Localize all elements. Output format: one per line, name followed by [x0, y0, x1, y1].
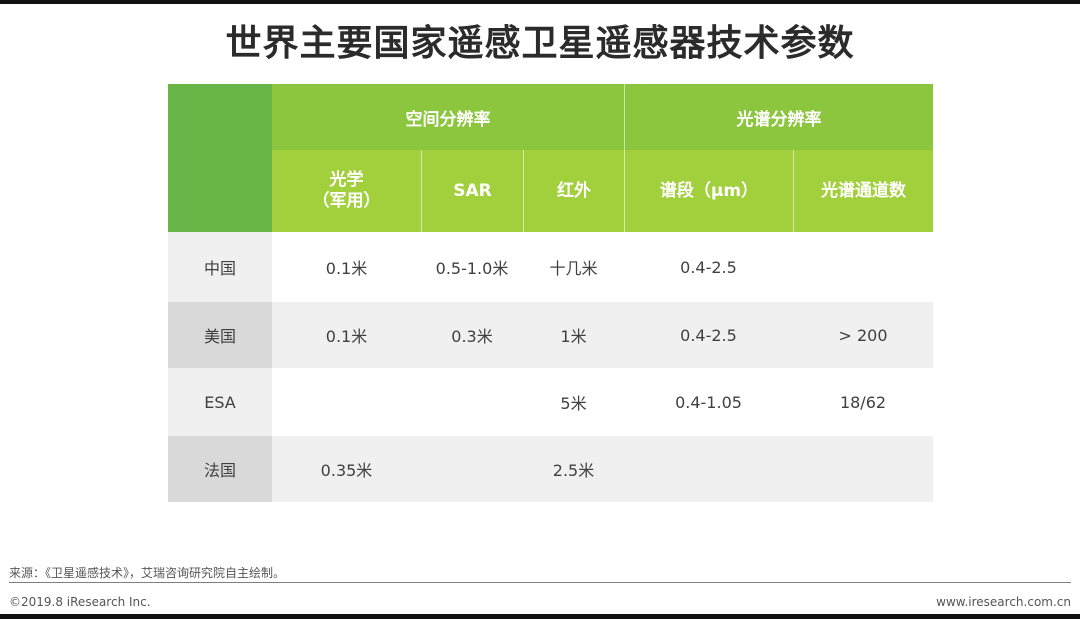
row-label-usa: 美国 — [168, 302, 272, 368]
col-header-band: 谱段（μm） — [624, 150, 793, 232]
cell-china-channels — [793, 232, 933, 302]
header-corner-cell — [168, 84, 272, 150]
cell-china-optical: 0.1米 — [325, 259, 368, 278]
table-row — [168, 302, 933, 368]
cell-usa-band: 0.4-2.5 — [680, 325, 737, 345]
row-label-esa: ESA — [168, 368, 272, 436]
row-label-china: 中国 — [168, 232, 272, 302]
cell-france-infrared: 2.5米 — [552, 461, 595, 480]
cell-france-band — [624, 436, 793, 502]
top-frame-bar — [0, 0, 1080, 4]
col-header-optical: 光学 （军用） — [272, 150, 421, 232]
cell-china-infrared: 十几米 — [549, 259, 598, 278]
cell-esa-band: 0.4-1.05 — [675, 392, 742, 412]
cell-usa-channels: > 200 — [838, 325, 888, 345]
cell-usa-sar: 0.3米 — [451, 327, 493, 346]
cell-france-channels — [793, 436, 933, 502]
col-header-sar: SAR — [421, 150, 523, 232]
row-label-france: 法国 — [168, 436, 272, 502]
bottom-frame-bar — [0, 614, 1080, 619]
cell-esa-sar — [421, 368, 523, 436]
copyright-text: ©2019.8 iResearch Inc. — [9, 595, 151, 609]
col-header-channels: 光谱通道数 — [793, 150, 933, 232]
cell-china-band: 0.4-2.5 — [680, 257, 737, 277]
cell-esa-channels: 18/62 — [839, 392, 887, 412]
group-header-spectral: 光谱分辨率 — [624, 84, 933, 150]
cell-esa-optical — [272, 368, 421, 436]
table-row — [168, 232, 933, 302]
website-url: www.iresearch.com.cn — [936, 595, 1071, 609]
cell-china-sar: 0.5-1.0米 — [435, 259, 509, 278]
footer-divider — [9, 582, 1071, 583]
col-header-infrared: 红外 — [523, 150, 624, 232]
header-corner-cell-2 — [168, 150, 272, 232]
source-note: 来源：《卫星遥感技术》，艾瑞咨询研究院自主绘制。 — [9, 566, 286, 580]
cell-france-sar — [421, 436, 523, 502]
table-row — [168, 368, 933, 436]
page-title: 世界主要国家遥感卫星遥感器技术参数 — [225, 23, 855, 64]
cell-usa-optical: 0.1米 — [325, 327, 368, 346]
cell-france-optical: 0.35米 — [320, 461, 373, 480]
table-row — [168, 436, 933, 502]
group-header-spatial: 空间分辨率 — [272, 84, 624, 150]
cell-usa-infrared: 1米 — [560, 327, 587, 346]
cell-esa-infrared: 5米 — [560, 394, 587, 413]
